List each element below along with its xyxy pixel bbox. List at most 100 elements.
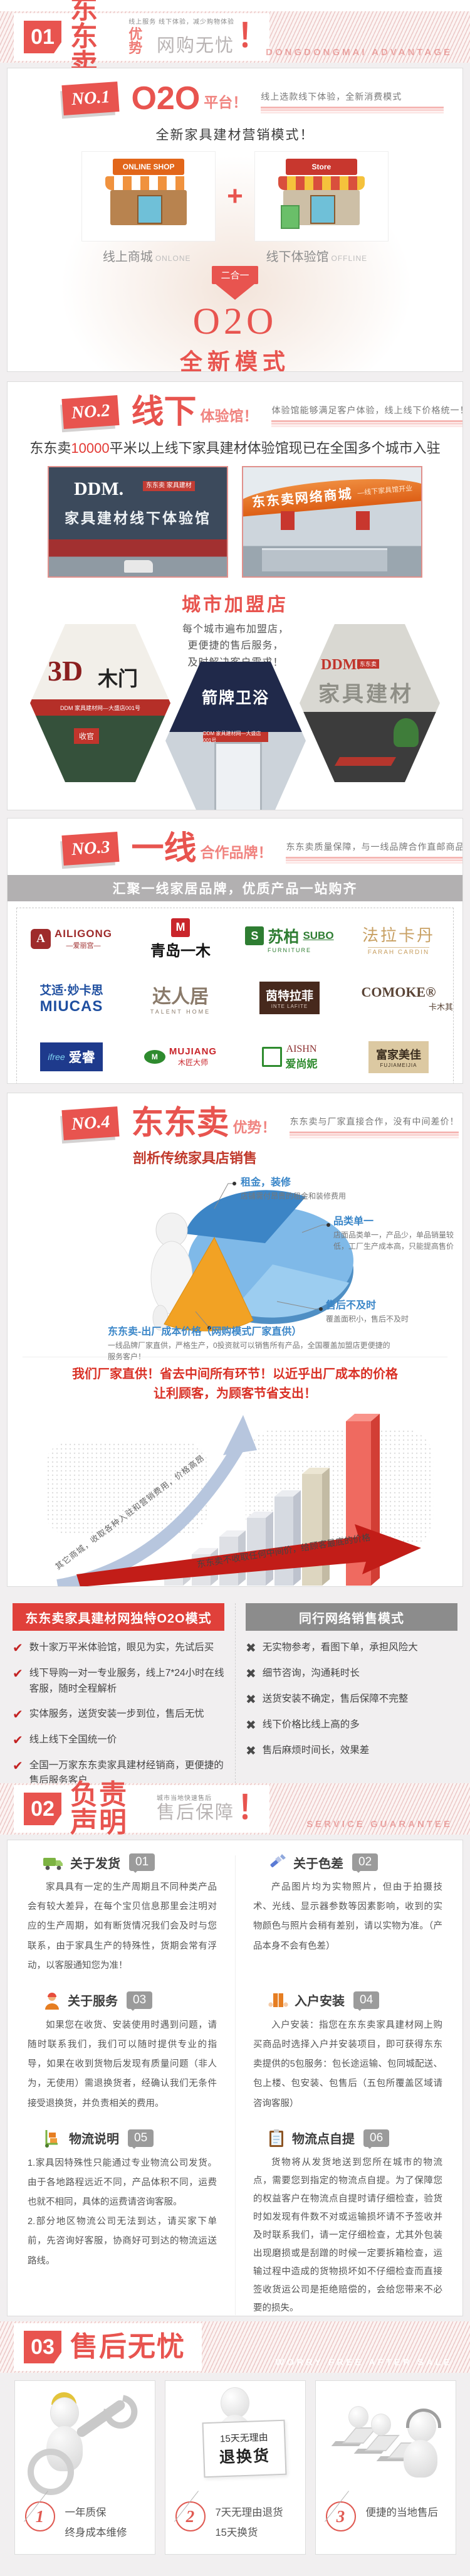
store-photos: DDM. 东东卖 家具建材 家具建材线下体验馆 东东卖网络商城 —线下家具馆开业 <box>8 466 462 578</box>
peer-mode-header: 同行网络销售模式 <box>246 1603 457 1631</box>
aishn-house-icon <box>261 1047 282 1067</box>
cross-icon: ✖ <box>246 1693 256 1707</box>
after-sale-cards: 1 一年质保 终身成本维修 15天无理由 退换货 2 7天无理由退货 <box>6 2380 464 2555</box>
figure-head <box>50 2397 79 2429</box>
return-sign: 15天无理由 退换货 <box>202 2419 286 2478</box>
card-pickup-head: 物流点自提 06 <box>253 2129 442 2149</box>
warranty-label: 1 一年质保 终身成本维修 <box>15 2493 155 2543</box>
repairman-figure-image <box>14 2381 155 2495</box>
factory-direct-slogan: 我们厂家直供！省去中间所有环节！以近乎出厂成本的价格 让利顾客，为顾客节省支出！ <box>23 1357 447 1404</box>
section-band-02: 02 负责声明 城市当地快速售后 售后保障 ！ SERVICE GUARANTE… <box>0 1781 470 1837</box>
offline-shop-illustration: Store <box>274 159 368 234</box>
list-item: ✔ 数十家万平米体验馆，眼见为实，先试后买 <box>13 1641 214 1655</box>
shop-labels: 线上商城 ONLONE 线下体验馆 OFFLINE <box>8 246 462 265</box>
no2-desc-wrap: 体验馆能够满足客户体验，线上线下价格统一！ <box>271 404 462 427</box>
ddm-mode-column: 东东卖家具建材网独特O2O模式 ✔ 数十家万平米体验馆，眼见为实，先试后买 ✔ 线下… <box>13 1603 224 1783</box>
offline-label: 线下体验馆 OFFLINE <box>266 250 368 264</box>
storefront-caption: 家具建材线下体验馆 <box>65 510 211 526</box>
step-number: 3 <box>325 2501 356 2531</box>
ddm-mode-header: 东东卖家具建材网独特O2O模式 <box>13 1603 224 1631</box>
offline-shop-sign: Store <box>285 159 357 175</box>
comparison-columns: 东东卖家具建材网独特O2O模式 ✔ 数十家万平米体验馆，眼见为实，先试后买 ✔ 线下… <box>6 1603 464 1783</box>
brands-bar: 汇聚一线家居品牌，优质产品一站购齐 <box>8 875 462 901</box>
ailigong-icon: A <box>30 929 51 949</box>
no1-subtitle: 平台！ <box>204 94 248 110</box>
card-service: 关于服务 03 如果您在收货、安装使用时遇到问题，请随时联系我们，我们可以随时提… <box>19 1991 226 2114</box>
store-area-number: 10000 <box>71 440 110 456</box>
no1-heading: NO.1 O2O 平台！ 线上选款线下体验，全新消费模式 <box>61 81 462 116</box>
red-mat-shape <box>334 757 397 766</box>
card-pickup: 物流点自提 06 货物将从发货地送到您所在城市的物流点，需要您到指定的物流点自提… <box>244 2129 451 2316</box>
orange-banner: 东东卖网络商城 —线下家具馆开业 <box>243 472 421 517</box>
band-01-exclaim: ！ <box>236 18 269 55</box>
o2o-mode-label: 全新模式 <box>179 349 290 372</box>
band-01-sub: 优势 <box>128 26 143 56</box>
mall-interior-photo: 东东卖网络商城 —线下家具馆开业 <box>242 466 422 578</box>
band-02-box: 02 负责声明 城市当地快速售后 售后保障 ！ <box>14 1781 269 1837</box>
plus-sign: + <box>227 181 243 211</box>
franchise-photo-3d-door: 3D 木门 DDM 家具建材网—大盛店001号 收官 <box>30 624 170 782</box>
warranty-card: 1 一年质保 终身成本维修 <box>14 2380 155 2555</box>
return-label: 2 7天无理由退货 15天换货 <box>165 2493 305 2543</box>
card-installation: 入户安装 04 入户安装：指您在东东卖家具建材网上购买商品时选择入户并安装项目，… <box>244 1991 451 2114</box>
pie-callout-aftersale: 售后不及时 覆盖面积小，售后不及时 <box>326 1300 409 1323</box>
brand-logo-aishn: AISHN 爱尚妮 <box>235 1032 344 1081</box>
band-02-english: SERVICE GUARANTEE <box>306 1819 452 1830</box>
band-02-exclaim: ！ <box>236 1790 269 1827</box>
band-01-note: 线上服务 线下体验，减少购物体验 <box>128 18 234 26</box>
panel-offline-stores: NO.2 线下 体验馆！ 体验馆能够满足客户体验，线上线下价格统一！ 东东卖10… <box>7 381 463 810</box>
card-number-badge: 01 <box>129 1853 155 1873</box>
figure-head <box>348 2406 368 2428</box>
van-shape <box>124 560 153 573</box>
top-spacer <box>0 0 470 11</box>
local-service-label: 3 便捷的当地售后 <box>316 2493 456 2531</box>
offline-label-en: OFFLINE <box>331 254 368 263</box>
card-shipping: 关于发货 01 家具具有一定的生产周期且不同种类产品会有较大差异，在每个宝贝信息… <box>19 1853 226 1976</box>
box-icon <box>268 1993 288 2007</box>
list-item: ✖ 线下价格比线上高的多 <box>246 1719 360 1732</box>
comparison-section: 东东卖家具建材网独特O2O模式 ✔ 数十家万平米体验馆，眼见为实，先试后买 ✔ 线下… <box>6 1587 464 1783</box>
brush-icon <box>270 1854 286 1867</box>
o2o-panel-title: 全新家具建材营销模式！ <box>155 128 315 142</box>
brand-logo-talenthome: 达人居 TALENT HOME <box>150 987 211 1015</box>
cross-icon: ✖ <box>246 1719 256 1732</box>
check-icon: ✔ <box>13 1707 23 1722</box>
laptop-shape <box>353 2449 385 2454</box>
figure-head <box>370 2414 391 2436</box>
pie-chart-drawing <box>150 1182 353 1332</box>
band-02-gray: 售后保障 <box>156 1803 234 1823</box>
online-shop-sign: ONLINE SHOP <box>113 159 185 175</box>
cross-icon: ✖ <box>246 1667 256 1681</box>
card-number-badge: 04 <box>353 1991 380 2011</box>
pie-chart-title: 剖析传统家具店销售 <box>133 1150 258 1166</box>
shop-door <box>310 195 335 224</box>
underline-decoration <box>261 107 444 114</box>
ddm-logo: DDM. <box>74 479 124 499</box>
list-item: ✖ 售后麻烦时间长，效果差 <box>246 1744 370 1758</box>
card-logistics: 物流说明 05 1.家具因特殊性只能通过专业物流公司发货。由于各地路程远近不同，… <box>19 2129 226 2316</box>
card-install-head: 入户安装 04 <box>253 1991 442 2011</box>
sign-figure-image: 15天无理由 退换货 <box>165 2381 305 2493</box>
list-item: ✔ 线上线下全国统一价 <box>13 1733 117 1747</box>
check-icon: ✔ <box>13 1759 23 1773</box>
bar-chart-figure: 其它商城，收取各种入驻和营销费用，价格高昂 东东卖不收取任何中间价，给顾客最底的… <box>8 1404 462 1586</box>
no3-title: 一线 <box>131 830 197 867</box>
brand-logo-intelafite: 茵特拉菲 INTE LAFITE <box>235 973 344 1022</box>
underline-decoration <box>271 420 462 427</box>
no3-desc-wrap: 东东卖质量保障，与一线品牌合作直邮商品！ <box>286 840 462 864</box>
worker-icon <box>45 1992 59 2010</box>
brand-logo-ifree: ifree 爱睿 <box>17 1032 126 1081</box>
hanging-sign <box>281 511 295 530</box>
no4-tag: NO.4 <box>61 1106 120 1141</box>
band-02-mid: 城市当地快速售后 售后保障 <box>157 1796 234 1822</box>
handtruck-icon <box>45 2129 58 2148</box>
hanging-sign <box>356 511 370 530</box>
step-number: 1 <box>24 2501 55 2531</box>
store-area-line: 东东卖10000平米以上线下家具建材体验馆现已在全国多个城市入驻 <box>29 440 441 456</box>
return-card: 15天无理由 退换货 2 7天无理由退货 15天换货 <box>164 2380 306 2555</box>
pie-callout-category: 品类单一 店面品类单一，产品少，单品销量较低，工厂生产成本高，只能提高售价 <box>333 1216 454 1251</box>
list-item: ✔ 实体服务，送货安装一步到位，售后无忧 <box>13 1707 204 1722</box>
brand-logo-qingdaoyimu: M 青岛一木 <box>126 914 235 963</box>
no3-heading: NO.3 一线 合作品牌！ 东东卖质量保障，与一线品牌合作直邮商品！ <box>61 830 462 867</box>
